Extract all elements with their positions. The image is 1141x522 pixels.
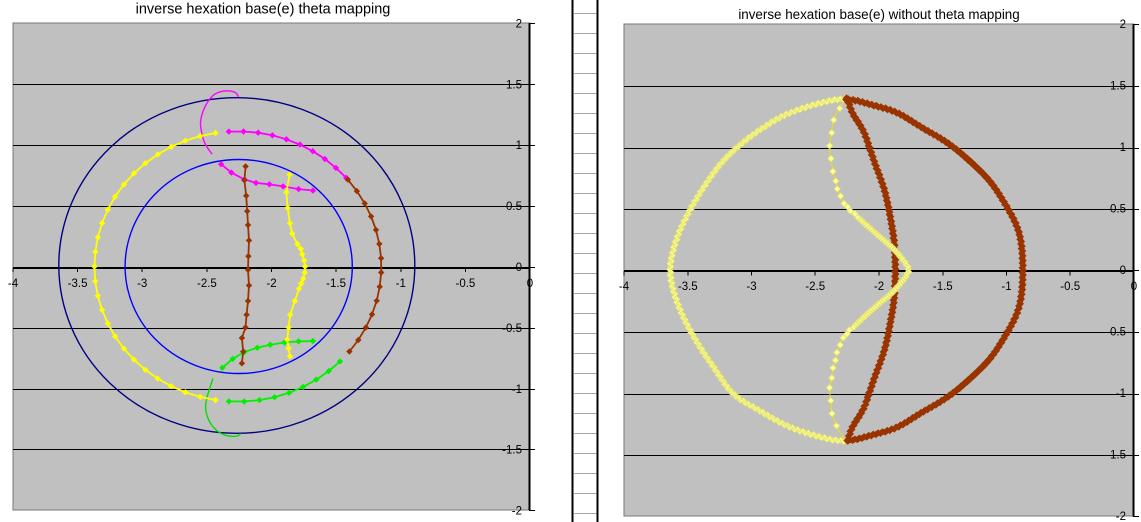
svg-text:-0.5: -0.5 (1106, 327, 1126, 339)
svg-text:1: 1 (1120, 142, 1126, 154)
svg-text:-0.5: -0.5 (502, 323, 522, 335)
svg-text:0: 0 (516, 262, 522, 274)
svg-text:-3: -3 (746, 281, 756, 293)
svg-text:-0.5: -0.5 (455, 278, 475, 290)
svg-text:-1.5: -1.5 (1106, 450, 1126, 462)
svg-text:1.5: 1.5 (1110, 81, 1126, 93)
svg-text:0: 0 (1131, 281, 1137, 293)
svg-text:-1: -1 (396, 278, 406, 290)
svg-text:-1: -1 (1001, 281, 1011, 293)
svg-text:0: 0 (527, 278, 533, 290)
svg-text:1.5: 1.5 (506, 79, 522, 91)
svg-text:-2.5: -2.5 (805, 281, 825, 293)
svg-text:-1.5: -1.5 (326, 278, 346, 290)
svg-text:inverse hexation base(e) theta: inverse hexation base(e) theta mapping (136, 2, 391, 18)
svg-text:-4: -4 (619, 281, 630, 293)
svg-text:2: 2 (1120, 19, 1126, 31)
svg-text:-2: -2 (266, 278, 276, 290)
svg-text:-1.5: -1.5 (502, 445, 522, 457)
svg-text:0: 0 (1120, 265, 1126, 277)
svg-text:-1.5: -1.5 (933, 281, 953, 293)
svg-text:2: 2 (516, 19, 522, 31)
svg-text:-0.5: -0.5 (1060, 281, 1080, 293)
svg-text:1: 1 (516, 140, 522, 152)
svg-text:0.5: 0.5 (506, 201, 522, 213)
svg-text:-2: -2 (874, 281, 884, 293)
svg-text:-2: -2 (1116, 511, 1126, 522)
svg-text:-3.5: -3.5 (68, 278, 88, 290)
svg-text:-1: -1 (512, 384, 522, 396)
svg-text:-1: -1 (1116, 388, 1126, 400)
svg-text:-3.5: -3.5 (678, 281, 698, 293)
svg-text:-4: -4 (8, 278, 19, 290)
svg-text:-2.5: -2.5 (197, 278, 217, 290)
svg-text:-3: -3 (137, 278, 147, 290)
svg-text:0.5: 0.5 (1110, 204, 1126, 216)
svg-text:-2: -2 (512, 506, 522, 518)
svg-text:inverse hexation base(e) witho: inverse hexation base(e) without theta m… (738, 7, 1019, 22)
